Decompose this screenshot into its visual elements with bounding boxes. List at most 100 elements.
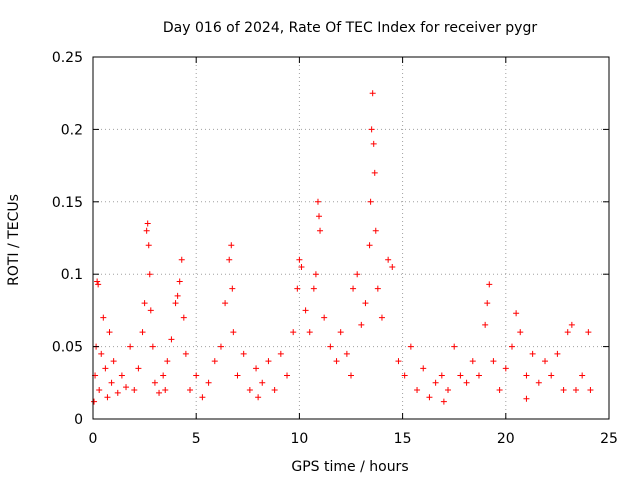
plot-frame xyxy=(92,56,610,420)
data-point xyxy=(369,90,376,97)
data-point xyxy=(414,387,421,394)
data-point xyxy=(484,300,491,307)
data-point xyxy=(180,314,187,321)
x-tick-label: 25 xyxy=(600,431,618,447)
data-point xyxy=(451,343,458,350)
data-point xyxy=(354,271,361,278)
data-point xyxy=(174,292,181,299)
data-point xyxy=(321,314,328,321)
data-point xyxy=(230,329,237,336)
data-point xyxy=(513,310,520,317)
data-point xyxy=(523,372,530,379)
data-point xyxy=(496,387,503,394)
x-tick-label: 20 xyxy=(497,431,515,447)
y-tick-label: 0.25 xyxy=(52,50,83,66)
x-tick-label: 10 xyxy=(290,431,308,447)
data-point xyxy=(176,278,183,285)
data-point xyxy=(306,329,313,336)
data-point xyxy=(302,307,309,314)
data-point xyxy=(193,372,200,379)
data-point xyxy=(205,379,212,386)
data-point xyxy=(294,285,301,292)
data-point xyxy=(523,395,530,402)
data-point xyxy=(401,372,408,379)
data-point xyxy=(160,372,167,379)
data-point xyxy=(182,350,189,357)
data-point xyxy=(296,256,303,263)
data-point xyxy=(178,256,185,263)
data-point xyxy=(100,314,107,321)
data-point xyxy=(104,394,111,401)
data-point xyxy=(438,372,445,379)
data-point xyxy=(486,281,493,288)
data-point xyxy=(368,126,375,133)
y-tick-label: 0.15 xyxy=(52,195,83,211)
data-point xyxy=(371,169,378,176)
data-point xyxy=(95,281,102,288)
data-point xyxy=(587,387,594,394)
data-point xyxy=(385,256,392,263)
data-point xyxy=(333,358,340,365)
x-tick-label: 5 xyxy=(192,431,201,447)
data-point xyxy=(234,372,241,379)
y-tick-label: 0.05 xyxy=(52,340,83,356)
data-point xyxy=(426,394,433,401)
data-point xyxy=(370,140,377,147)
data-point xyxy=(277,350,284,357)
data-point xyxy=(284,372,291,379)
data-point xyxy=(172,300,179,307)
data-point xyxy=(585,329,592,336)
data-point xyxy=(149,343,156,350)
data-point xyxy=(253,365,260,372)
data-point xyxy=(579,372,586,379)
data-point xyxy=(271,387,278,394)
data-point xyxy=(131,387,138,394)
data-point xyxy=(568,321,575,328)
data-point xyxy=(348,372,354,379)
data-point xyxy=(145,242,152,249)
data-point xyxy=(91,398,98,405)
data-point xyxy=(432,379,439,386)
data-point xyxy=(141,300,148,307)
x-tick-label: 15 xyxy=(394,431,412,447)
y-axis-label: ROTI / TECUs xyxy=(6,194,22,286)
data-point xyxy=(366,242,373,249)
data-point xyxy=(290,329,297,336)
data-point xyxy=(395,358,402,365)
data-point xyxy=(475,372,482,379)
grid xyxy=(93,57,609,419)
data-point xyxy=(564,329,571,336)
data-point xyxy=(560,387,567,394)
data-point xyxy=(508,343,515,350)
data-point xyxy=(457,372,464,379)
data-point xyxy=(110,358,117,365)
data-point xyxy=(118,372,125,379)
data-point xyxy=(535,379,542,386)
data-point xyxy=(343,350,350,357)
data-point xyxy=(358,321,365,328)
y-tick-label: 0 xyxy=(74,412,83,428)
data-point xyxy=(420,365,427,372)
data-point xyxy=(378,314,385,321)
data-point xyxy=(94,278,101,285)
data-point xyxy=(259,379,266,386)
data-point xyxy=(572,387,579,394)
x-axis-ticks: 0 5 10 15 20 25 xyxy=(89,57,618,447)
data-point xyxy=(469,358,476,365)
data-point xyxy=(367,198,374,205)
data-point xyxy=(164,358,171,365)
y-tick-label: 0.1 xyxy=(61,267,83,283)
data-point xyxy=(108,379,115,386)
data-point xyxy=(374,285,381,292)
data-point xyxy=(445,387,452,394)
data-point xyxy=(168,336,175,343)
data-point xyxy=(389,263,396,270)
data-point xyxy=(211,358,218,365)
x-tick-label: 0 xyxy=(89,431,98,447)
data-point xyxy=(314,198,321,205)
data-point xyxy=(265,358,272,365)
data-point xyxy=(144,220,151,227)
data-point xyxy=(517,329,524,336)
data-point xyxy=(240,350,247,357)
data-point xyxy=(548,372,555,379)
